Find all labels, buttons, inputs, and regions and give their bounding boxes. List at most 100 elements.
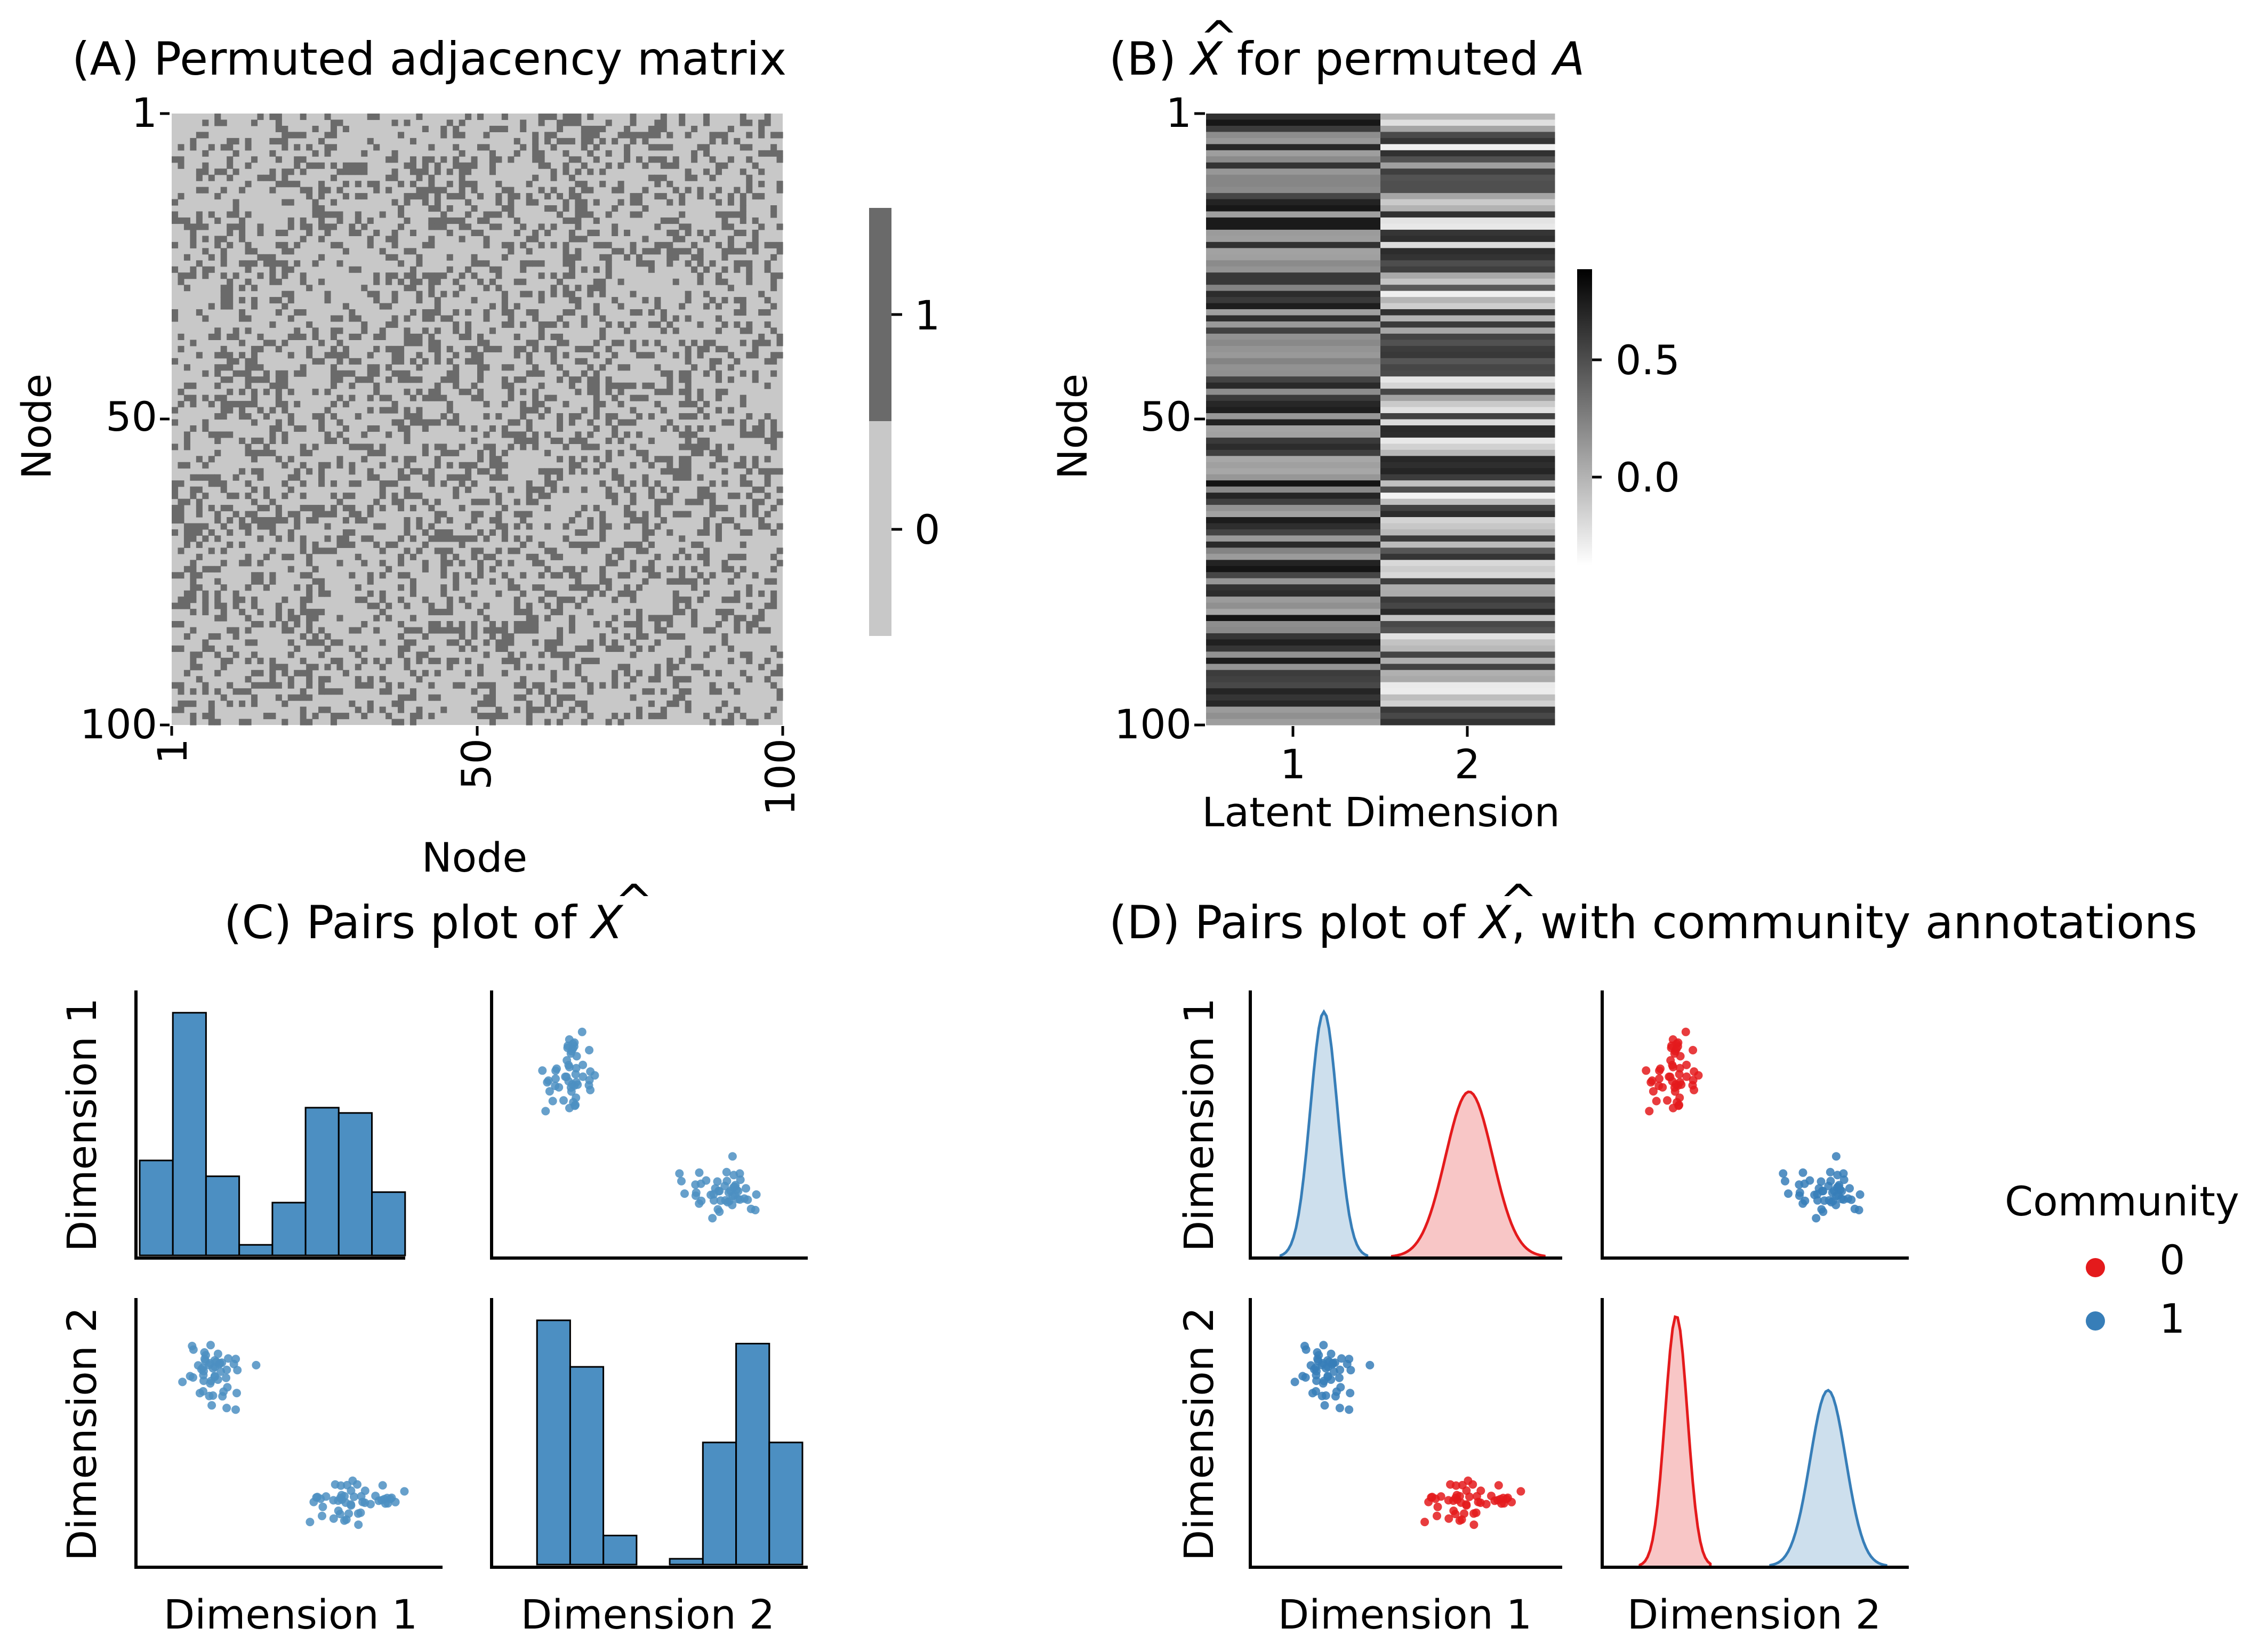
adjacency-cell xyxy=(721,609,728,616)
adjacency-cell xyxy=(349,333,356,340)
adjacency-cell xyxy=(434,389,441,396)
adjacency-cell xyxy=(734,493,741,499)
adjacency-cell xyxy=(581,358,588,365)
adjacency-cell xyxy=(544,602,551,609)
scatter-point xyxy=(206,1379,215,1388)
adjacency-cell xyxy=(367,535,374,542)
adjacency-cell xyxy=(190,584,197,591)
adjacency-cell xyxy=(428,621,435,628)
adjacency-cell xyxy=(440,217,447,224)
adjacency-cell xyxy=(532,309,539,316)
adjacency-cell xyxy=(575,199,582,206)
adjacency-cell xyxy=(568,236,575,243)
adjacency-cell xyxy=(324,223,331,230)
adjacency-cell xyxy=(183,529,190,536)
adjacency-cell xyxy=(489,150,496,157)
adjacency-cell xyxy=(538,572,545,579)
adjacency-cell xyxy=(758,309,765,316)
adjacency-cell xyxy=(422,670,429,676)
adjacency-cell xyxy=(471,297,478,304)
adjacency-cell xyxy=(245,364,252,371)
adjacency-cell xyxy=(501,254,508,261)
adjacency-cell xyxy=(251,694,258,701)
adjacency-cell xyxy=(752,241,759,248)
adjacency-cell xyxy=(501,523,508,530)
adjacency-cell xyxy=(202,272,209,279)
scatter-point-community-1 xyxy=(1343,1359,1352,1368)
adjacency-cell xyxy=(697,321,704,328)
adjacency-cell xyxy=(612,413,618,420)
adjacency-cell xyxy=(727,719,734,726)
adjacency-cell xyxy=(404,645,411,652)
adjacency-cell xyxy=(550,609,557,616)
adjacency-cell xyxy=(367,572,374,579)
adjacency-cell xyxy=(483,260,490,267)
adjacency-cell xyxy=(679,511,686,518)
adjacency-cell xyxy=(513,706,520,713)
adjacency-cell xyxy=(287,132,294,139)
adjacency-cell xyxy=(691,156,698,163)
adjacency-cell xyxy=(679,444,686,450)
adjacency-cell xyxy=(727,193,734,200)
scatter-point xyxy=(206,1341,215,1350)
adjacency-cell xyxy=(740,211,746,218)
adjacency-cell xyxy=(172,266,179,273)
adjacency-cell xyxy=(617,419,624,426)
adjacency-cell xyxy=(654,505,661,512)
adjacency-cell xyxy=(550,486,557,493)
adjacency-cell xyxy=(245,480,252,487)
adjacency-cell xyxy=(660,345,667,352)
adjacency-cell xyxy=(575,541,582,548)
adjacency-cell xyxy=(556,419,564,426)
adjacency-cell xyxy=(538,260,545,267)
adjacency-cell xyxy=(306,352,313,359)
adjacency-cell xyxy=(599,462,606,469)
adjacency-cell xyxy=(581,468,588,475)
adjacency-cell xyxy=(477,664,484,671)
adjacency-cell xyxy=(245,627,252,634)
adjacency-cell xyxy=(416,676,423,683)
adjacency-cell xyxy=(593,217,600,224)
adjacency-cell xyxy=(648,700,655,707)
adjacency-cell xyxy=(178,688,184,695)
adjacency-cell xyxy=(257,474,264,481)
adjacency-cell xyxy=(355,333,361,340)
adjacency-cell xyxy=(428,340,435,346)
adjacency-cell xyxy=(740,456,746,463)
scatter-point xyxy=(306,1518,315,1527)
adjacency-cell xyxy=(715,303,722,310)
adjacency-cell xyxy=(220,187,227,194)
adjacency-cell xyxy=(538,664,545,671)
latent-cell xyxy=(1380,621,1555,628)
adjacency-cell xyxy=(287,694,294,701)
adjacency-cell xyxy=(294,645,301,652)
adjacency-cell xyxy=(770,553,777,560)
scatter-point-community-0 xyxy=(1666,1056,1675,1065)
adjacency-cell xyxy=(263,340,270,346)
adjacency-cell xyxy=(287,474,294,481)
latent-cell xyxy=(1206,602,1381,609)
adjacency-cell xyxy=(575,645,582,652)
adjacency-cell xyxy=(746,266,753,273)
adjacency-cell xyxy=(612,431,618,438)
adjacency-cell xyxy=(770,211,777,218)
latent-cell xyxy=(1380,119,1555,126)
adjacency-cell xyxy=(575,297,582,304)
latent-cell xyxy=(1206,125,1381,133)
adjacency-cell xyxy=(208,174,215,181)
adjacency-cell xyxy=(416,187,423,194)
latent-cell xyxy=(1206,719,1381,726)
adjacency-cell xyxy=(330,211,338,218)
adjacency-cell xyxy=(398,376,405,383)
adjacency-cell xyxy=(666,144,673,151)
adjacency-cell xyxy=(477,566,484,573)
adjacency-cell xyxy=(404,389,411,396)
adjacency-cell xyxy=(679,462,686,469)
adjacency-cell xyxy=(434,352,441,359)
adjacency-cell xyxy=(342,670,349,676)
adjacency-cell xyxy=(465,468,472,475)
adjacency-cell xyxy=(508,547,515,554)
adjacency-cell xyxy=(758,125,765,133)
adjacency-cell xyxy=(373,144,380,151)
latent-cell xyxy=(1206,615,1381,622)
